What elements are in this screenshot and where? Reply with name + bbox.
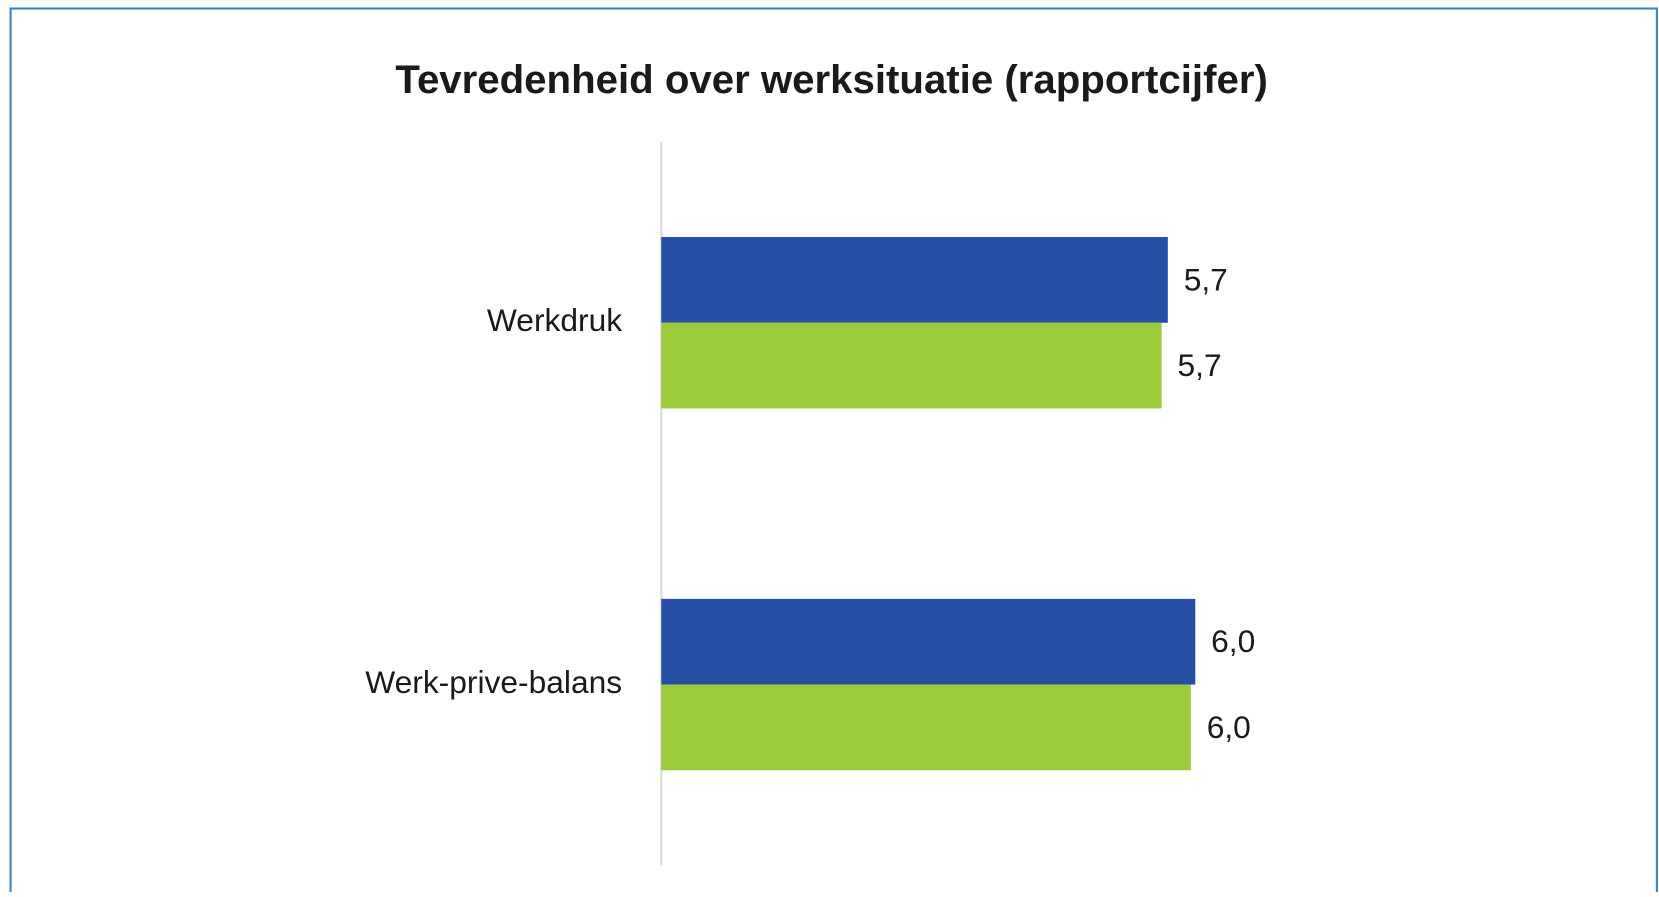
y-tick-label: Werkdruk — [487, 302, 622, 338]
data-label: 6,0 — [1211, 623, 1255, 659]
chart-title: Tevredenheid over werksituatie (rapportc… — [395, 57, 1267, 102]
y-tick-label: Werk-prive-balans — [365, 664, 622, 700]
data-label: 5,7 — [1184, 261, 1228, 297]
bar — [661, 237, 1168, 323]
bar — [661, 684, 1191, 771]
bar — [661, 322, 1162, 409]
bar — [661, 598, 1196, 685]
data-label: 5,7 — [1177, 347, 1221, 383]
data-label: 6,0 — [1207, 709, 1251, 745]
